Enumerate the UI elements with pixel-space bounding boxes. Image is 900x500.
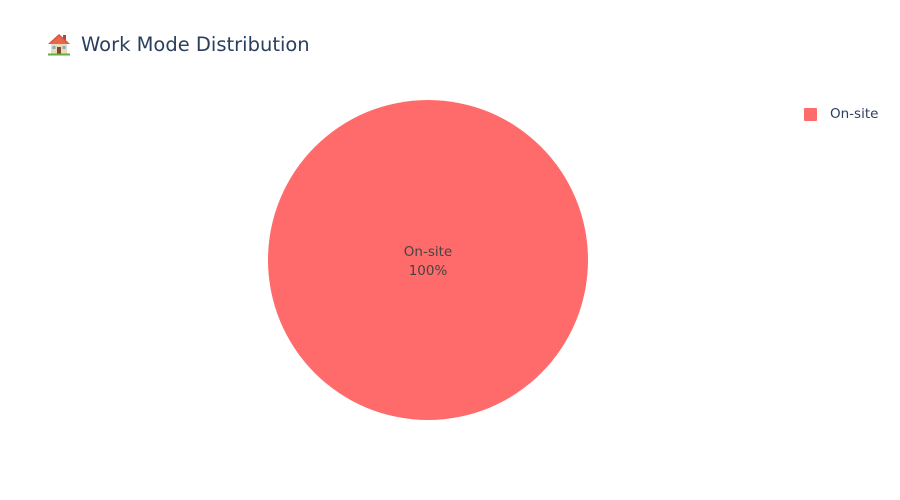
legend: On-site [804,106,878,122]
legend-item-on-site[interactable]: On-site [804,106,878,122]
legend-label: On-site [830,106,879,122]
house-icon [47,32,71,56]
pie-slice-on-site[interactable] [268,100,588,420]
slice-label: On-site [404,244,452,260]
chart-title: Work Mode Distribution [47,30,310,58]
legend-swatch [804,107,817,121]
chart-title-text: Work Mode Distribution [81,32,310,56]
slice-percent-label: 100% [409,263,448,279]
